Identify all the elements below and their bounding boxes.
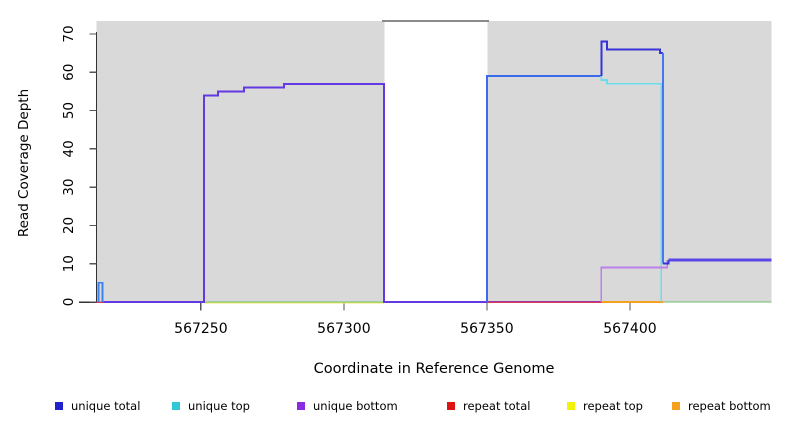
unique-total-swatch-icon	[55, 402, 63, 410]
legend-item-unique-bottom: unique bottom	[297, 399, 398, 413]
x-axis-title: Coordinate in Reference Genome	[313, 361, 555, 377]
x-tick-label: 567400	[603, 321, 656, 337]
repeat-total-swatch-icon	[447, 402, 455, 410]
legend-label: unique bottom	[313, 399, 398, 413]
series-unique-total-left-spike	[97, 282, 104, 302]
series-unique-top-right	[600, 76, 663, 302]
series-unique-total-level-59	[485, 75, 602, 302]
y-tick-label: 20	[61, 217, 77, 234]
unique-bottom-swatch-icon	[297, 402, 305, 410]
legend-label: repeat top	[583, 399, 643, 413]
y-axis-title: Read Coverage Depth	[16, 88, 32, 238]
gap-region	[384, 21, 488, 302]
x-tick-label: 567300	[317, 321, 370, 337]
legend-item-unique-top: unique top	[172, 399, 250, 413]
legend: unique total unique top unique bottom re…	[0, 399, 792, 417]
x-tick-label: 567250	[174, 321, 227, 337]
y-tick-label: 0	[61, 298, 77, 307]
y-tick-label: 50	[61, 102, 77, 119]
legend-label: repeat bottom	[688, 399, 771, 413]
repeat-bottom-swatch-icon	[672, 402, 680, 410]
x-tick-label: 567350	[460, 321, 513, 337]
repeat-top-swatch-icon	[567, 402, 575, 410]
y-tick-label: 30	[61, 179, 77, 196]
y-tick-label: 10	[61, 255, 77, 272]
legend-item-repeat-bottom: repeat bottom	[672, 399, 771, 413]
legend-item-unique-total: unique total	[55, 399, 140, 413]
legend-item-repeat-total: repeat total	[447, 399, 530, 413]
legend-label: repeat total	[463, 399, 531, 413]
y-tick-label: 40	[61, 140, 77, 157]
y-tick-label: 60	[61, 64, 77, 81]
legend-label: unique total	[71, 399, 141, 413]
legend-item-repeat-top: repeat top	[567, 399, 643, 413]
unique-top-swatch-icon	[172, 402, 180, 410]
series-unique-bottom-main	[103, 82, 602, 303]
legend-label: unique top	[188, 399, 250, 413]
series-unique-total-peak	[600, 40, 663, 77]
y-tick-label: 70	[61, 25, 77, 42]
